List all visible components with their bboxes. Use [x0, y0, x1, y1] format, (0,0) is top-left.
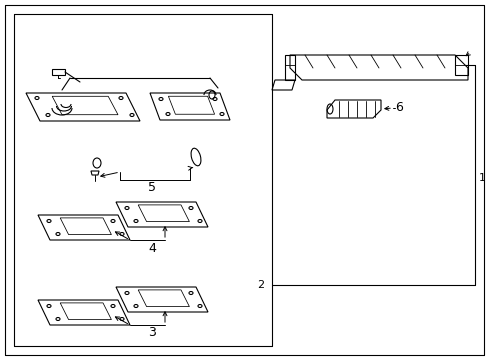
Text: 2: 2	[256, 280, 264, 290]
Text: 6: 6	[394, 102, 402, 114]
Text: 4: 4	[148, 242, 156, 255]
Text: 5: 5	[148, 181, 156, 194]
Text: 3: 3	[148, 325, 156, 338]
Text: 1: 1	[478, 173, 485, 183]
